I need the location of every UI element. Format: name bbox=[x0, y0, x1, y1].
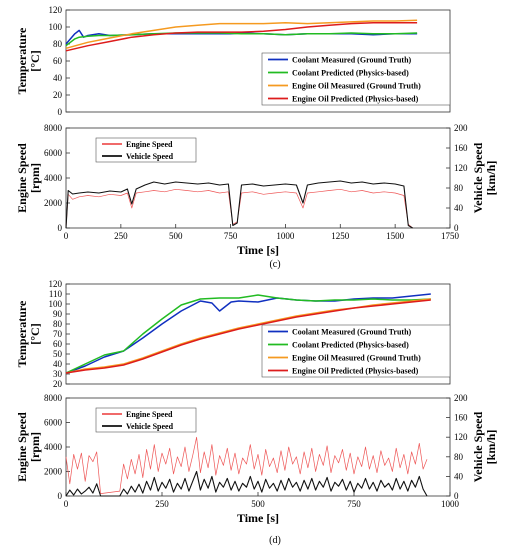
legend-label: Coolant Predicted (Physics-based) bbox=[292, 69, 409, 78]
x-tick-label: 1000 bbox=[441, 499, 460, 509]
legend-label: Coolant Measured (Ground Truth) bbox=[292, 56, 412, 65]
y-right-tick-label: 200 bbox=[454, 393, 468, 403]
x-tick-label: 1500 bbox=[386, 231, 405, 241]
y-right-tick-label: 0 bbox=[454, 491, 459, 501]
legend-label: Coolant Predicted (Physics-based) bbox=[292, 341, 409, 350]
y-right-tick-label: 80 bbox=[454, 183, 464, 193]
y-tick-label: 40 bbox=[53, 73, 63, 83]
y-right-tick-label: 120 bbox=[454, 163, 468, 173]
x-axis-label: Time [s] bbox=[237, 243, 279, 257]
legend-label: Engine Oil Predicted (Physics-based) bbox=[292, 95, 419, 104]
x-tick-label: 750 bbox=[224, 231, 238, 241]
y-right-tick-label: 200 bbox=[454, 123, 468, 133]
y-tick-label: 8000 bbox=[44, 123, 63, 133]
legend-box bbox=[95, 137, 197, 163]
y-tick-label: 0 bbox=[58, 107, 63, 117]
y-right-axis-label: Vehicle Speed[km/h] bbox=[471, 142, 498, 213]
y-tick-label: 6000 bbox=[44, 418, 63, 428]
y-tick-label: 4000 bbox=[44, 173, 63, 183]
y-right-tick-label: 160 bbox=[454, 143, 468, 153]
y-axis-label: Engine Speed[rpm] bbox=[15, 412, 42, 482]
y-right-tick-label: 40 bbox=[454, 203, 464, 213]
x-tick-label: 0 bbox=[64, 499, 69, 509]
x-tick-label: 500 bbox=[169, 231, 183, 241]
legend-label: Engine Oil Measured (Ground Truth) bbox=[292, 354, 421, 363]
x-tick-label: 250 bbox=[155, 499, 169, 509]
legend-label: Vehicle Speed bbox=[126, 422, 174, 431]
y-tick-label: 120 bbox=[49, 5, 63, 15]
x-tick-label: 500 bbox=[251, 499, 265, 509]
y-tick-label: 30 bbox=[53, 369, 63, 379]
legend-label: Engine Oil Predicted (Physics-based) bbox=[292, 367, 419, 376]
y-tick-label: 8000 bbox=[44, 393, 63, 403]
y-tick-label: 4000 bbox=[44, 442, 63, 452]
y-tick-label: 0 bbox=[58, 491, 63, 501]
series-line-1 bbox=[65, 294, 431, 374]
series-line-2 bbox=[65, 19, 418, 50]
y-tick-label: 80 bbox=[53, 319, 63, 329]
y-right-tick-label: 160 bbox=[454, 413, 468, 423]
y-axis-label: Engine Speed[rpm] bbox=[15, 143, 42, 213]
x-tick-label: 750 bbox=[347, 499, 361, 509]
y-tick-label: 70 bbox=[53, 329, 63, 339]
series-line-1 bbox=[65, 470, 428, 497]
y-right-tick-label: 80 bbox=[454, 452, 464, 462]
series-line-3 bbox=[65, 22, 418, 52]
y-tick-label: 20 bbox=[53, 90, 63, 100]
y-right-axis-label: Vehicle Speed[km/h] bbox=[471, 411, 498, 482]
y-tick-label: 100 bbox=[49, 22, 63, 32]
legend-label: Vehicle Speed bbox=[126, 152, 174, 161]
y-axis-label: Temperature[°C] bbox=[15, 300, 42, 367]
y-right-tick-label: 120 bbox=[454, 432, 468, 442]
y-tick-label: 120 bbox=[49, 279, 63, 289]
series-line-0 bbox=[65, 436, 428, 494]
y-tick-label: 6000 bbox=[44, 148, 63, 158]
series-line-2 bbox=[65, 298, 431, 374]
y-tick-label: 20 bbox=[53, 379, 63, 389]
y-axis-label: Temperature[°C] bbox=[15, 27, 42, 94]
legend-label: Engine Speed bbox=[126, 410, 173, 419]
panel-d-label: (d) bbox=[269, 535, 281, 546]
y-tick-label: 80 bbox=[53, 39, 63, 49]
x-tick-label: 1250 bbox=[331, 231, 350, 241]
y-tick-label: 100 bbox=[49, 299, 63, 309]
y-tick-label: 110 bbox=[49, 289, 63, 299]
legend-label: Engine Speed bbox=[126, 140, 173, 149]
y-tick-label: 40 bbox=[53, 359, 63, 369]
y-tick-label: 2000 bbox=[44, 198, 63, 208]
panel-c-label: (c) bbox=[269, 259, 280, 270]
x-axis-label: Time [s] bbox=[237, 511, 279, 525]
x-tick-label: 1000 bbox=[276, 231, 295, 241]
x-tick-label: 250 bbox=[114, 231, 128, 241]
series-line-0 bbox=[65, 293, 431, 374]
y-tick-label: 60 bbox=[53, 339, 63, 349]
legend-label: Coolant Measured (Ground Truth) bbox=[292, 328, 412, 337]
y-tick-label: 2000 bbox=[44, 467, 63, 477]
x-tick-label: 1750 bbox=[441, 231, 460, 241]
y-tick-label: 0 bbox=[58, 223, 63, 233]
y-right-tick-label: 40 bbox=[454, 471, 464, 481]
legend-label: Engine Oil Measured (Ground Truth) bbox=[292, 82, 421, 91]
legend-box bbox=[95, 407, 197, 433]
y-tick-label: 90 bbox=[53, 309, 63, 319]
legend-box bbox=[261, 52, 451, 106]
y-tick-label: 50 bbox=[53, 349, 63, 359]
chart-c_temp: 0 20 40 60 80 100 120 Temperature[°C] Coolant Me… bbox=[15, 5, 451, 117]
series-line-1 bbox=[65, 32, 418, 47]
y-right-tick-label: 0 bbox=[454, 223, 459, 233]
legend-box bbox=[261, 324, 451, 378]
x-tick-label: 0 bbox=[64, 231, 69, 241]
y-tick-label: 60 bbox=[53, 56, 63, 66]
series-line-3 bbox=[65, 299, 431, 374]
series-line-1 bbox=[65, 180, 413, 229]
